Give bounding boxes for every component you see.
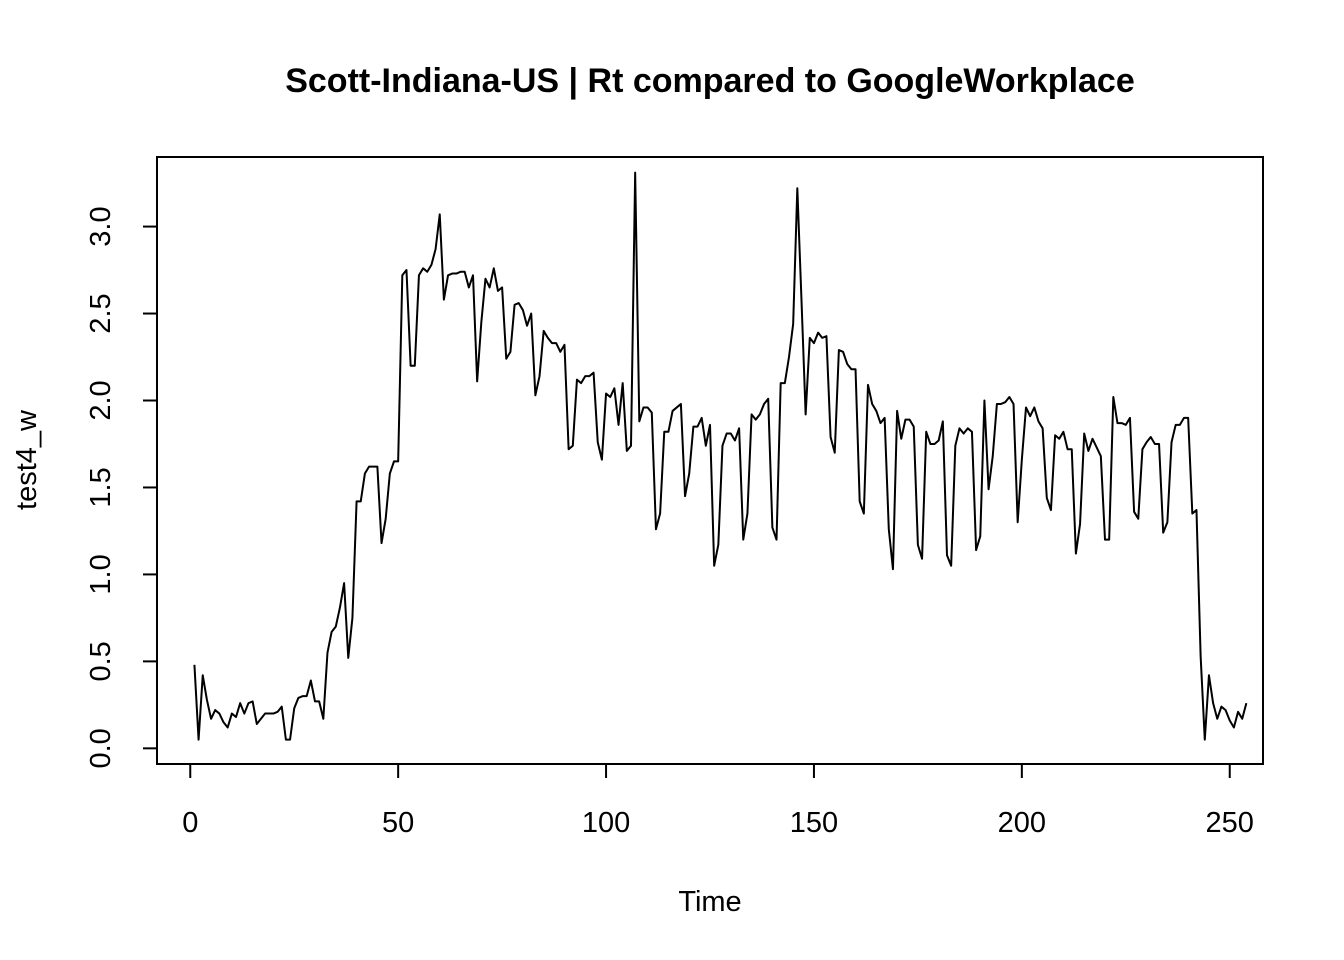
y-axis-label: test4_w — [11, 409, 43, 510]
y-axis: 0.0 0.5 1.0 1.5 2.0 2.5 3.0 — [85, 206, 158, 769]
plot-frame — [156, 156, 1264, 765]
x-tick-label: 50 — [382, 807, 414, 839]
y-tick-label: 1.0 — [85, 554, 117, 594]
y-tick-label: 0.0 — [85, 728, 117, 768]
y-tick-label: 1.5 — [85, 467, 117, 507]
x-tick-label: 100 — [582, 807, 630, 839]
x-tick-label: 250 — [1206, 807, 1254, 839]
x-tick-label: 150 — [790, 807, 838, 839]
x-tick-label: 200 — [998, 807, 1046, 839]
x-tick-label: 0 — [182, 807, 198, 839]
y-tick-label: 3.0 — [85, 206, 117, 246]
x-axis: 0 50 100 150 200 250 — [182, 763, 1254, 839]
y-tick-label: 0.5 — [85, 641, 117, 681]
y-tick-label: 2.0 — [85, 380, 117, 420]
y-tick-label: 2.5 — [85, 293, 117, 333]
x-axis-label: Time — [678, 886, 741, 918]
chart-title: Scott-Indiana-US | Rt compared to Google… — [285, 62, 1135, 100]
series-line — [193, 171, 1248, 741]
